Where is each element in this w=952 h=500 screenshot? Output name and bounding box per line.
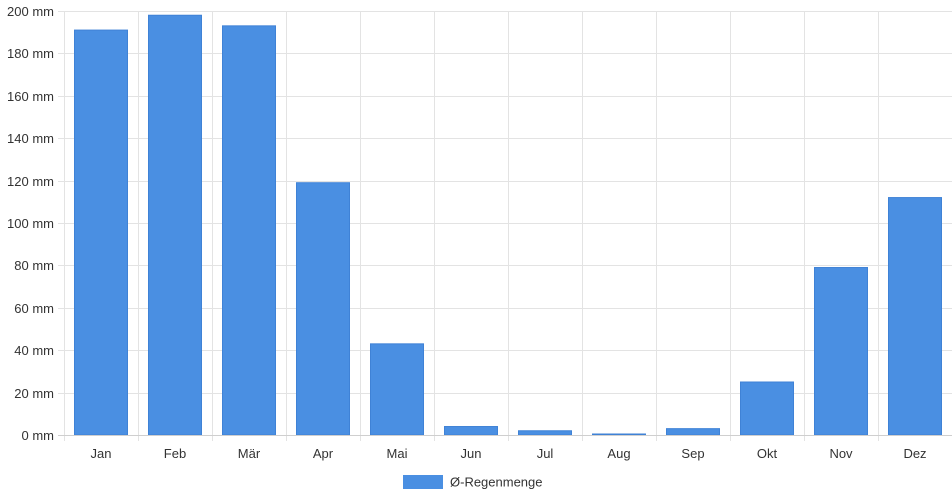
legend-swatch[interactable] bbox=[403, 475, 443, 489]
bar-mär[interactable] bbox=[222, 25, 276, 436]
legend[interactable]: Ø-Regenmenge bbox=[403, 475, 543, 490]
y-tick-label: 160 mm bbox=[7, 89, 54, 104]
y-tick-label: 20 mm bbox=[14, 386, 54, 401]
axes: 0 mm 20 mm 40 mm 60 mm 80 mm 100 mm 120 mm 140 … bbox=[7, 4, 952, 461]
y-tick-label: 60 mm bbox=[14, 301, 54, 316]
bars bbox=[74, 14, 942, 436]
x-tick-label: Feb bbox=[164, 446, 186, 461]
x-tick-label: Okt bbox=[757, 446, 778, 461]
y-tick-label: 120 mm bbox=[7, 174, 54, 189]
x-tick-label: Mai bbox=[387, 446, 408, 461]
y-tick-label: 200 mm bbox=[7, 4, 54, 19]
x-tick-label: Jul bbox=[537, 446, 554, 461]
x-tick-label: Sep bbox=[681, 446, 704, 461]
x-tick-label: Apr bbox=[313, 446, 334, 461]
y-tick-label: 40 mm bbox=[14, 343, 54, 358]
bar-dez[interactable] bbox=[888, 197, 942, 436]
y-tick-label: 140 mm bbox=[7, 131, 54, 146]
grid-lines bbox=[58, 11, 952, 441]
legend-label[interactable]: Ø-Regenmenge bbox=[450, 475, 543, 490]
y-tick-label: 100 mm bbox=[7, 216, 54, 231]
y-tick-label: 180 mm bbox=[7, 46, 54, 61]
x-tick-label: Mär bbox=[238, 446, 261, 461]
bar-aug[interactable] bbox=[592, 433, 646, 436]
bar-jun[interactable] bbox=[444, 426, 498, 436]
bar-feb[interactable] bbox=[148, 14, 202, 436]
bar-okt[interactable] bbox=[740, 381, 794, 436]
x-tick-label: Aug bbox=[607, 446, 630, 461]
bar-sep[interactable] bbox=[666, 428, 720, 436]
bar-jul[interactable] bbox=[518, 430, 572, 436]
x-tick-label: Nov bbox=[829, 446, 853, 461]
y-tick-label: 0 mm bbox=[22, 428, 55, 443]
bar-nov[interactable] bbox=[814, 267, 868, 436]
x-tick-label: Jan bbox=[91, 446, 112, 461]
x-tick-label: Dez bbox=[903, 446, 926, 461]
y-tick-label: 80 mm bbox=[14, 258, 54, 273]
bar-jan[interactable] bbox=[74, 29, 128, 436]
bar-apr[interactable] bbox=[296, 182, 350, 436]
bar-mai[interactable] bbox=[370, 343, 424, 436]
x-tick-label: Jun bbox=[461, 446, 482, 461]
